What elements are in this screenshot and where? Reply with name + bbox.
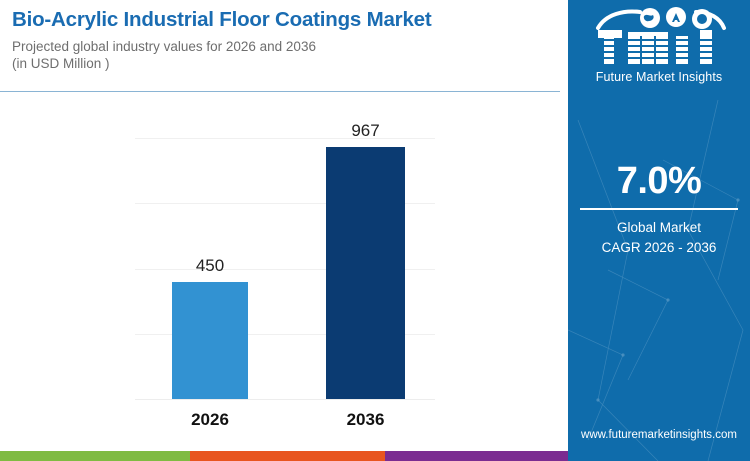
strip-segment-purple — [385, 451, 568, 461]
brand-side-panel: Future Market Insights 7.0% Global Marke… — [568, 0, 750, 461]
strip-segment-orange — [190, 451, 386, 461]
bar-2036[interactable] — [326, 147, 405, 399]
left-content-panel: Bio-Acrylic Industrial Floor Coatings Ma… — [0, 8, 568, 461]
category-label-2026: 2026 — [191, 410, 229, 429]
plot-area: 450 967 2026 2036 — [135, 121, 435, 429]
fmi-logo-caption: Future Market Insights — [595, 70, 723, 84]
gridline-2 — [135, 203, 435, 204]
gridline-3 — [135, 269, 435, 270]
cagr-label-line-1: Global Market — [616, 220, 702, 235]
bar-chart: 450 967 2026 2036 — [0, 100, 568, 440]
subtitle-line-1: Projected global industry values for 202… — [12, 38, 316, 54]
cagr-label-line-2: CAGR 2026 - 2036 — [601, 240, 717, 256]
subtitle-line-2: (in USD Million ) — [12, 56, 110, 72]
gridline-4 — [135, 334, 435, 335]
cagr-divider — [580, 208, 738, 210]
bar-value-2026: 450 — [195, 256, 225, 275]
axis-baseline — [135, 399, 435, 400]
strip-segment-green — [0, 451, 191, 461]
page-subtitle: Projected global industry values for 202… — [12, 38, 557, 74]
fmi-logo: Future Market Insights — [568, 6, 750, 84]
gridline-1 — [135, 138, 435, 139]
cagr-label: Global Market CAGR 2026 - 2036 — [568, 218, 750, 259]
page-title: Bio-Acrylic Industrial Floor Coatings Ma… — [12, 8, 432, 31]
cagr-value: 7.0% — [616, 160, 702, 202]
website-url[interactable]: www.futuremarketinsights.com — [581, 429, 737, 441]
header: Bio-Acrylic Industrial Floor Coatings Ma… — [12, 8, 557, 73]
fmi-logo-icon — [592, 7, 726, 64]
bar-2026[interactable] — [172, 282, 248, 399]
bar-value-2036: 967 — [351, 121, 380, 140]
category-label-2036: 2036 — [346, 410, 385, 429]
header-divider — [0, 91, 560, 92]
panel-decoration-lines — [568, 99, 744, 461]
footer-color-strip — [0, 451, 568, 461]
